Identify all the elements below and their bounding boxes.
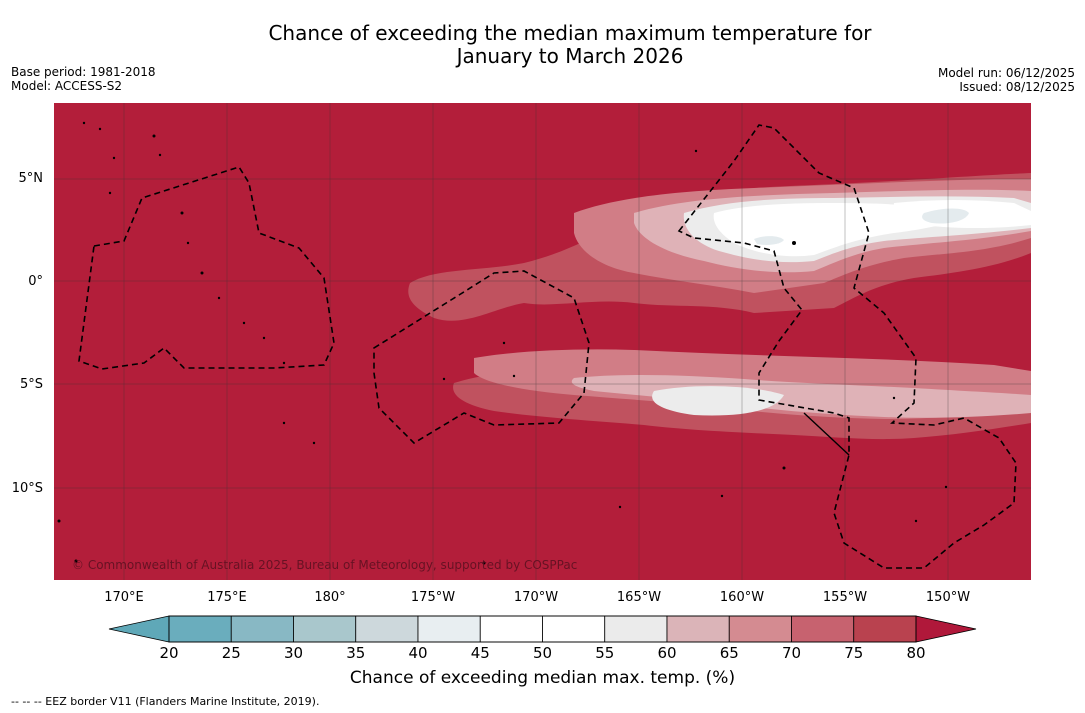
chart-title: Chance of exceeding the median maximum t… <box>0 22 1085 68</box>
band-45 <box>922 208 969 224</box>
colorbar-segment <box>604 615 668 643</box>
band-55-south <box>652 386 784 416</box>
lon-label-150w: 150°W <box>925 590 971 605</box>
colorbar <box>108 615 977 643</box>
lat-label-5s: 5°S <box>19 377 43 392</box>
colorbar-frame <box>168 615 917 643</box>
model-run: Model run: 06/12/2025 <box>937 66 1075 80</box>
lat-label-5n: 5°N <box>18 171 44 186</box>
colorbar-segment <box>355 615 419 643</box>
islands <box>57 121 948 565</box>
colorbar-label: Chance of exceeding median max. temp. (%… <box>349 668 736 688</box>
map-svg <box>54 103 1031 580</box>
meta-right: Model run: 06/12/2025 Issued: 08/12/2025 <box>938 66 1075 94</box>
lon-label-155w: 155°W <box>822 590 868 605</box>
title-line-1: Chance of exceeding the median maximum t… <box>268 21 872 45</box>
map-background <box>54 103 1031 580</box>
lon-label-160w: 160°W <box>719 590 765 605</box>
colorbar-segment <box>791 615 855 643</box>
colorbar-segment <box>293 615 357 643</box>
colorbar-segment <box>230 615 294 643</box>
model-name: Model: ACCESS-S2 <box>11 79 123 93</box>
lat-label-0: 0° <box>28 274 43 289</box>
copyright-notice: © Commonwealth of Australia 2025, Bureau… <box>72 558 578 572</box>
base-period: Base period: 1981-2018 <box>11 65 156 79</box>
lat-label-10s: 10°S <box>11 481 43 496</box>
lon-label-180: 180° <box>314 590 346 605</box>
colorbar-low-extension <box>108 615 170 643</box>
colorbar-segment <box>542 615 606 643</box>
colorbar-tick-75: 75 <box>844 644 864 662</box>
colorbar-tick-30: 30 <box>283 644 304 662</box>
colorbar-segment <box>728 615 792 643</box>
eez-legend: -- -- -- EEZ border V11 (Flanders Marine… <box>11 695 320 708</box>
colorbar-tick-40: 40 <box>408 644 428 662</box>
colorbar-high-extension <box>915 615 977 643</box>
lon-label-170w: 170°W <box>513 590 559 605</box>
colorbar-tick-55: 55 <box>595 644 615 662</box>
colorbar-segment <box>168 615 232 643</box>
colorbar-tick-65: 65 <box>719 644 739 662</box>
colorbar-tick-50: 50 <box>532 644 553 662</box>
colorbar-tick-80: 80 <box>906 644 926 662</box>
colorbar-tick-45: 45 <box>470 644 490 662</box>
colorbar-tick-60: 60 <box>657 644 677 662</box>
band-60-south <box>571 375 1031 418</box>
lon-label-170e: 170°E <box>104 590 144 605</box>
lon-label-175w: 175°W <box>410 590 456 605</box>
lon-label-165w: 165°W <box>616 590 662 605</box>
colorbar-tick-25: 25 <box>221 644 241 662</box>
colorbar-tick-20: 20 <box>159 644 179 662</box>
meta-left: Base period: 1981-2018 Model: ACCESS-S2 <box>11 65 156 93</box>
colorbar-segment <box>853 615 917 643</box>
lon-label-175e: 175°E <box>207 590 247 605</box>
colorbar-segment <box>666 615 730 643</box>
eez-borders <box>78 124 1017 569</box>
band-45-b <box>754 236 784 245</box>
issued-date: Issued: 08/12/2025 <box>959 80 1075 94</box>
map-panel <box>54 103 1031 580</box>
colorbar-segment <box>479 615 543 643</box>
coastline <box>803 412 850 456</box>
colorbar-tick-35: 35 <box>346 644 366 662</box>
colorbar-segment <box>417 615 481 643</box>
colorbar-tick-70: 70 <box>781 644 802 662</box>
title-line-2: January to March 2026 <box>456 44 684 68</box>
